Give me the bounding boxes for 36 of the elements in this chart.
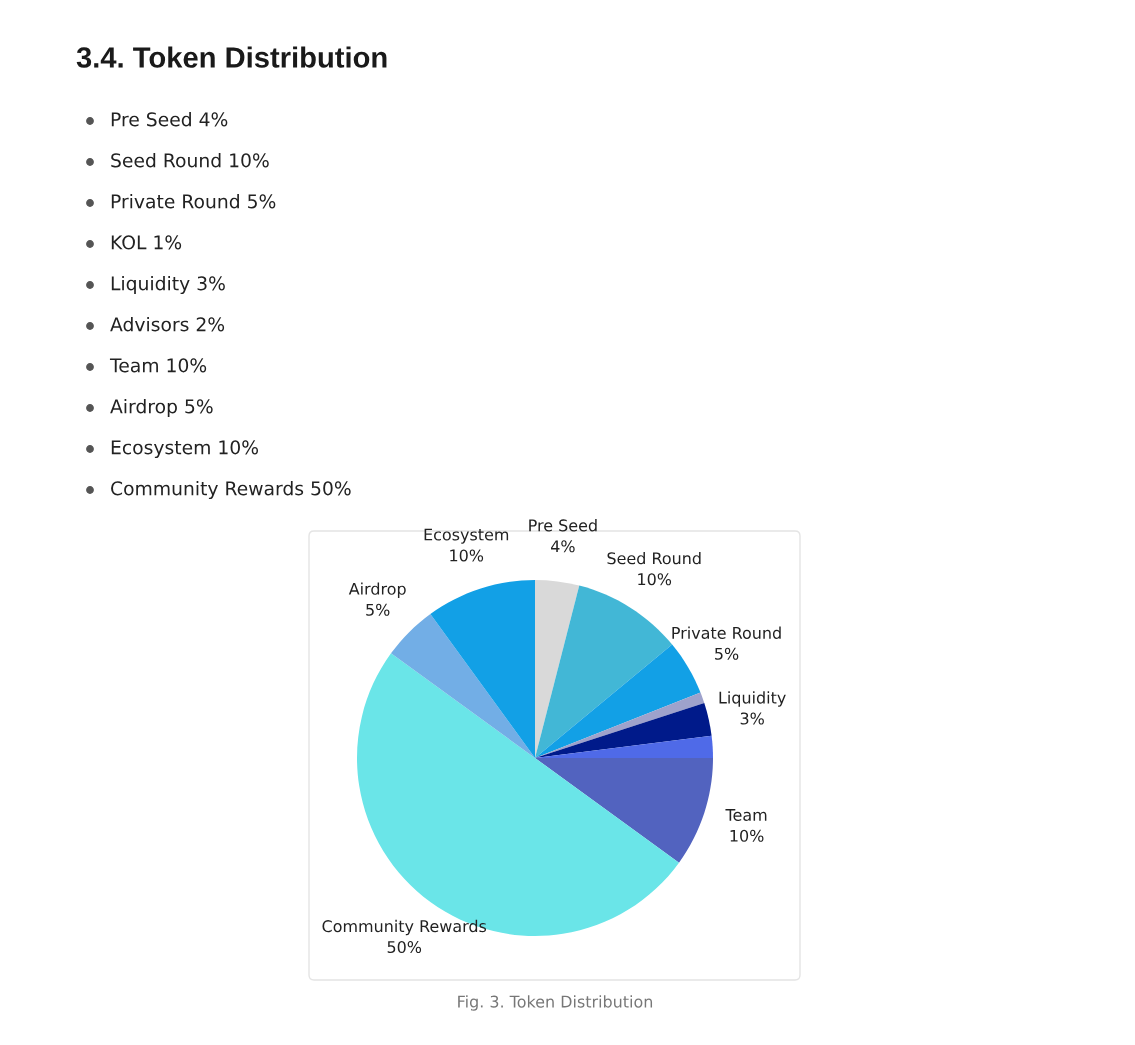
text: Team 10% <box>109 358 207 373</box>
data-label: 5% <box>715 647 739 660</box>
data-label: 10% <box>730 829 764 842</box>
slice-label: Liquidity <box>719 691 786 707</box>
text: Seed Round 10% <box>111 152 269 168</box>
text: Advisors 2% <box>110 316 225 332</box>
text: Airdrop 5% <box>110 398 213 418</box>
text: Pre Seed 4% <box>111 111 228 127</box>
pie-slice <box>391 613 535 758</box>
slice-label: Private Round <box>672 626 781 639</box>
pie-slice <box>535 692 705 758</box>
slice-label: Team <box>725 809 767 821</box>
caption: Fig. 3. Token Distribution <box>458 995 653 1011</box>
text: Liquidity 3% <box>111 275 225 295</box>
slice-label: Pre Seed <box>529 519 597 532</box>
pie-slice <box>535 580 580 758</box>
slice-label: Seed Round <box>607 551 701 565</box>
pie-slice <box>535 758 713 863</box>
slice-label: Ecosystem <box>424 528 509 544</box>
pie-slice <box>535 644 701 758</box>
pie-slice <box>535 585 673 758</box>
pie-slice <box>430 580 535 758</box>
data-label: 10% <box>450 549 484 562</box>
text: KOL 1% <box>111 235 182 250</box>
slice-label: Community Rewards <box>322 919 487 936</box>
data-label: 50% <box>387 941 422 954</box>
data-label: 10% <box>638 573 672 586</box>
text: Community Rewards 50% <box>111 480 351 500</box>
chart-title: 3.4. Token Distribution <box>76 46 387 68</box>
slice-label: Airdrop <box>348 582 406 598</box>
data-label: 5% <box>366 603 390 616</box>
data-label: 3% <box>740 712 764 725</box>
data-label: 4% <box>551 540 575 553</box>
text: Ecosystem 10% <box>111 440 259 459</box>
pie-slice <box>535 702 712 758</box>
text: Private Round 5% <box>111 193 276 209</box>
